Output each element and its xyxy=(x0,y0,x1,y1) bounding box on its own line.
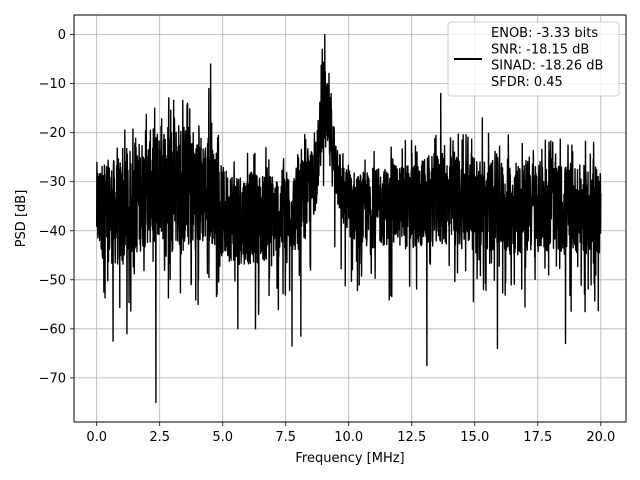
y-tick-label: −40 xyxy=(39,224,66,239)
x-tick-label: 7.5 xyxy=(275,430,296,445)
x-tick-label: 12.5 xyxy=(397,430,426,445)
x-tick-label: 2.5 xyxy=(149,430,170,445)
legend-entry-line: SINAD: -18.26 dB xyxy=(491,59,603,74)
legend-box xyxy=(447,21,620,97)
y-tick-label: −50 xyxy=(39,273,66,288)
y-tick-label: −20 xyxy=(39,126,66,141)
x-tick-label: 5.0 xyxy=(212,430,233,445)
y-tick-label: −30 xyxy=(39,175,66,190)
x-tick-label: 0.0 xyxy=(86,430,107,445)
x-tick-label: 20.0 xyxy=(586,430,615,445)
series-psd xyxy=(95,33,602,404)
axes-frame xyxy=(73,14,627,423)
y-axis-ticks: 0 −10 −20 −30 −40 −50 −60 −70 xyxy=(39,28,74,386)
legend-entry-line: SFDR: 0.45 xyxy=(491,75,563,90)
y-axis-label: PSD [dB] xyxy=(14,190,29,248)
x-tick-label: 10.0 xyxy=(334,430,363,445)
y-tick-label: −10 xyxy=(39,77,66,92)
x-axis-label: Frequency [MHz] xyxy=(295,451,404,466)
y-tick-label: 0 xyxy=(58,28,66,43)
legend-entry-line: SNR: -18.15 dB xyxy=(491,42,589,57)
y-tick-label: −60 xyxy=(39,322,66,337)
legend-entry-line: ENOB: -3.33 bits xyxy=(491,26,598,41)
psd-series-line xyxy=(95,33,602,404)
x-axis-ticks: 0.0 2.5 5.0 7.5 10.0 12.5 15.0 17.5 20.0 xyxy=(86,422,615,445)
x-tick-label: 15.0 xyxy=(460,430,489,445)
x-tick-label: 17.5 xyxy=(523,430,552,445)
y-tick-label: −70 xyxy=(39,371,66,386)
